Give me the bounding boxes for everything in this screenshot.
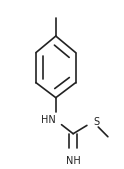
Text: HN: HN — [41, 115, 56, 125]
Text: NH: NH — [66, 156, 80, 166]
Text: S: S — [93, 117, 99, 127]
